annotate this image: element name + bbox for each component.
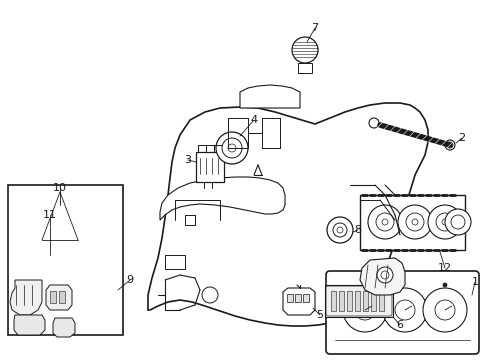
Text: 3: 3 bbox=[184, 155, 191, 165]
Text: 5: 5 bbox=[316, 310, 323, 320]
Bar bbox=[297, 63, 311, 73]
Text: 4: 4 bbox=[250, 115, 257, 125]
Bar bbox=[325, 285, 392, 317]
Polygon shape bbox=[283, 288, 314, 315]
Polygon shape bbox=[53, 318, 75, 337]
Circle shape bbox=[354, 300, 374, 320]
Text: 6: 6 bbox=[396, 320, 403, 330]
Bar bbox=[294, 294, 301, 302]
Text: 12: 12 bbox=[437, 263, 451, 273]
Circle shape bbox=[435, 213, 453, 231]
Circle shape bbox=[362, 283, 366, 287]
Text: 11: 11 bbox=[43, 210, 57, 220]
Circle shape bbox=[444, 209, 470, 235]
Circle shape bbox=[444, 140, 454, 150]
Bar bbox=[303, 294, 308, 302]
Bar bbox=[378, 291, 383, 311]
Circle shape bbox=[382, 288, 426, 332]
Circle shape bbox=[367, 205, 401, 239]
Bar bbox=[8, 185, 123, 335]
Text: 8: 8 bbox=[354, 225, 361, 235]
Text: 2: 2 bbox=[458, 133, 465, 143]
Polygon shape bbox=[160, 177, 285, 220]
Circle shape bbox=[397, 205, 431, 239]
Circle shape bbox=[376, 267, 392, 283]
Bar bbox=[362, 291, 367, 311]
Bar bbox=[50, 291, 56, 303]
Bar bbox=[164, 255, 184, 269]
Polygon shape bbox=[148, 103, 427, 326]
Circle shape bbox=[427, 205, 461, 239]
Circle shape bbox=[422, 288, 466, 332]
Circle shape bbox=[222, 138, 242, 158]
Circle shape bbox=[336, 227, 342, 233]
Circle shape bbox=[411, 219, 417, 225]
Circle shape bbox=[291, 37, 317, 63]
Circle shape bbox=[216, 132, 247, 164]
Circle shape bbox=[380, 271, 388, 279]
Bar bbox=[354, 291, 359, 311]
Text: 10: 10 bbox=[53, 183, 67, 193]
Circle shape bbox=[442, 283, 446, 287]
Circle shape bbox=[405, 213, 423, 231]
Polygon shape bbox=[10, 280, 42, 315]
Bar bbox=[338, 291, 343, 311]
Bar bbox=[330, 291, 335, 311]
Text: 7: 7 bbox=[311, 23, 318, 33]
Circle shape bbox=[441, 219, 447, 225]
Circle shape bbox=[368, 118, 378, 128]
Circle shape bbox=[446, 142, 452, 148]
Circle shape bbox=[342, 288, 386, 332]
Circle shape bbox=[227, 144, 236, 152]
Polygon shape bbox=[14, 315, 45, 335]
Bar bbox=[359, 195, 464, 250]
Text: 1: 1 bbox=[470, 277, 478, 287]
Polygon shape bbox=[46, 285, 72, 310]
Bar bbox=[59, 291, 65, 303]
Circle shape bbox=[326, 217, 352, 243]
Polygon shape bbox=[359, 258, 404, 295]
Text: 9: 9 bbox=[126, 275, 133, 285]
Bar bbox=[286, 294, 292, 302]
FancyBboxPatch shape bbox=[325, 286, 391, 316]
Bar bbox=[370, 291, 375, 311]
Circle shape bbox=[434, 300, 454, 320]
Circle shape bbox=[394, 300, 414, 320]
Bar bbox=[346, 291, 351, 311]
Circle shape bbox=[375, 213, 393, 231]
Circle shape bbox=[450, 215, 464, 229]
Polygon shape bbox=[240, 85, 299, 108]
Circle shape bbox=[332, 223, 346, 237]
FancyBboxPatch shape bbox=[325, 271, 478, 354]
Circle shape bbox=[202, 287, 218, 303]
Bar bbox=[196, 152, 224, 182]
Circle shape bbox=[381, 219, 387, 225]
